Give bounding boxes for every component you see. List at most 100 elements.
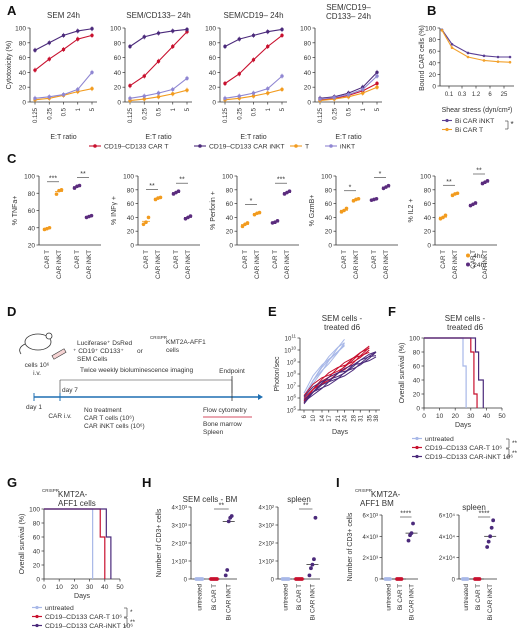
panel-A4-data-point	[375, 70, 379, 75]
panel-E-x-tick-label: 31	[358, 414, 364, 421]
panel-A3-y-tick-label: 40	[209, 70, 217, 77]
panel-C1-sig-marker: **	[80, 171, 86, 178]
panel-F-y-tick-label: 60	[413, 364, 421, 371]
panel-I1-data-point	[409, 531, 414, 536]
panel-C2-data-point	[141, 222, 146, 227]
panel-I1-sig-marker: ****	[400, 511, 411, 518]
panel-E-mouse-trace	[303, 351, 377, 398]
panel-H2-data-point	[286, 577, 291, 581]
panel-C1-y-tick-label: 40	[28, 225, 36, 232]
panel-A3-data-point	[280, 74, 284, 78]
panel-G-x-tick-label: 40	[101, 584, 109, 591]
panel-A2-data-point	[142, 94, 146, 98]
panel-G-survival-curve	[44, 508, 94, 579]
panel-C4-data-point	[386, 183, 391, 188]
panel-A2-x-tick-label: 5	[185, 107, 191, 111]
panel-G-survival-curve	[44, 508, 106, 579]
panel-A3-data-point	[237, 72, 241, 76]
panel-A2-y-tick-label: 40	[114, 70, 122, 77]
panel-E-x-tick-label: 14	[320, 414, 326, 421]
panel-C5-data-point	[443, 213, 448, 218]
panel-A3-x-tick-label: 1	[266, 107, 272, 111]
panel-A2-data-point	[171, 29, 175, 33]
panel-A1-data-point	[90, 86, 94, 91]
panel-A2-data-point	[156, 91, 161, 95]
panel-E-y-axis-label: Photon/sec	[274, 356, 281, 392]
panel-C5-sig-marker: **	[446, 179, 452, 186]
panel-E-mouse-trace	[303, 355, 377, 400]
panel-I2-x-tick-label: untreated	[463, 584, 470, 611]
panel-G-title: KMT2A-	[58, 490, 88, 499]
panel-A4-data-point	[332, 95, 336, 100]
panel-A3-data-point	[251, 94, 256, 98]
panel-C2-y-tick-label: 60	[127, 201, 135, 208]
diagram-D-iv-label: i.v.	[33, 370, 41, 377]
diagram-D-timeline-arrow	[258, 394, 263, 400]
panel-H2-data-point	[310, 562, 315, 567]
panel-F-x-tick-label: 40	[483, 413, 491, 420]
panel-C1-sig-marker: ***	[49, 175, 57, 182]
panel-G-y-tick-label: 80	[33, 521, 41, 528]
panel-B-series-line	[441, 29, 510, 58]
panel-I2-data-point	[477, 577, 482, 581]
panel-F-x-tick-label: 30	[467, 413, 475, 420]
panel-A4-x-tick-label: 5	[375, 107, 381, 111]
mouse-ear-icon	[45, 332, 53, 340]
panel-C3-sig-marker: ***	[277, 177, 285, 184]
panel-C3-data-point	[240, 224, 245, 229]
panel-F-x-tick-label: 10	[436, 413, 444, 420]
panel-letter-G: G	[7, 475, 17, 490]
panel-C1-x-tick-label: CAR iNKT	[56, 250, 63, 279]
panel-C1-y-tick-label: 80	[28, 191, 36, 198]
panel-A1-x-tick-label: 5	[90, 107, 96, 111]
panel-A3-y-tick-label: 100	[205, 26, 216, 33]
panel-H2-data-point	[307, 573, 312, 578]
panel-A3-data-point	[237, 94, 241, 98]
diagram-D-text: cells	[166, 347, 180, 354]
panel-B-series-line	[441, 30, 511, 63]
panel-A3-data-point	[251, 33, 256, 38]
panel-C3-y-axis-label: % Perforin +	[210, 191, 217, 230]
legend-A-label: iNKT	[340, 144, 355, 151]
legend-C-marker	[466, 253, 470, 258]
panel-F-title: treated d6	[447, 323, 484, 332]
panel-I2-data-point	[491, 518, 496, 523]
panel-H2-y-tick-label: 4×10²	[258, 506, 274, 512]
panel-I1-x-tick-label: untreated	[385, 584, 392, 611]
panel-letter-D: D	[7, 304, 16, 319]
panel-A2-y-tick-label: 80	[114, 40, 122, 47]
panel-A2-data-point	[156, 59, 161, 63]
panel-C5-y-tick-label: 40	[424, 215, 432, 222]
panel-E-x-axis-label: Days	[332, 429, 348, 436]
panel-C1-x-tick-label: CAR T	[44, 250, 51, 269]
panel-I2-y-tick-label: 6×10⁴	[439, 513, 456, 520]
panel-C3-sig-marker: *	[250, 198, 253, 205]
panel-C4-x-tick-label: CAR T	[371, 250, 378, 269]
panel-A3-data-point	[266, 44, 270, 49]
panel-A2-data-point	[171, 92, 175, 96]
panel-C2-y-tick-label: 0	[130, 243, 134, 250]
panel-B-data-point	[466, 51, 470, 55]
panel-E-x-tick-label: 21	[336, 414, 342, 421]
panel-C4-y-tick-label: 0	[328, 243, 332, 250]
diagram-D-text: ⁺ CD19⁺ CD133⁺	[73, 348, 124, 355]
mouse-tail-icon	[19, 343, 26, 355]
panel-E-x-tick-label: 38	[374, 414, 380, 421]
panel-I2-x-tick-label: Bi CAR iNKT	[487, 584, 494, 621]
panel-A2-x-tick-label: 0.25	[142, 107, 148, 119]
legend-F-label: untreated	[425, 436, 454, 443]
legend-A-label: CD19–CD133 CAR iNKT	[209, 144, 285, 151]
panel-I2-sig-marker: ****	[479, 511, 490, 518]
panel-A3-y-tick-label: 0	[212, 100, 216, 107]
panel-I1-data-point	[406, 538, 411, 543]
panel-A2-data-point	[185, 27, 189, 32]
panel-F-x-axis-label: Days	[455, 422, 471, 429]
legend-G-label: untreated	[45, 605, 74, 612]
panel-A3-data-point	[280, 33, 284, 38]
diagram-D-text: or	[137, 348, 144, 355]
panel-C3-y-tick-label: 60	[226, 201, 234, 208]
panel-A2-data-point	[185, 76, 189, 81]
panel-A1-data-point	[33, 48, 37, 52]
legend-C-label: 24hr	[473, 262, 487, 269]
panel-C4-data-point	[374, 196, 379, 201]
